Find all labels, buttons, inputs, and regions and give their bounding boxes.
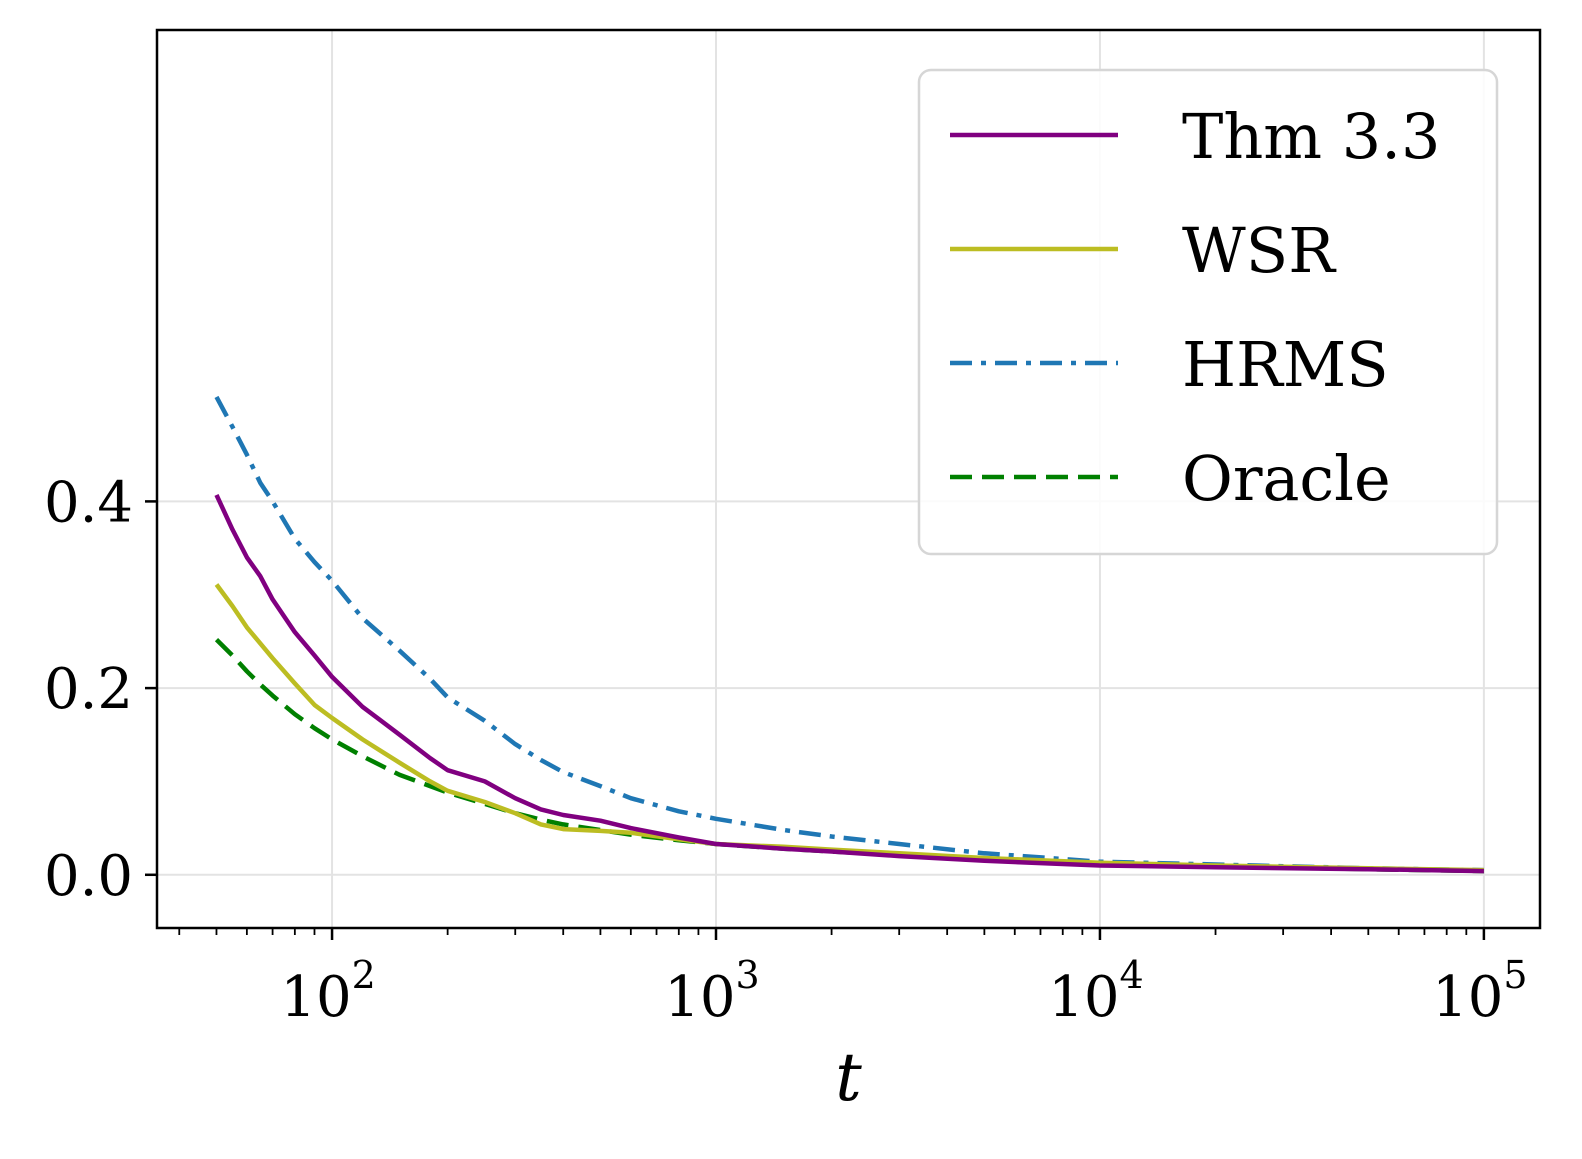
x-tick-label: 103	[664, 953, 759, 1030]
legend-box	[917, 68, 1499, 556]
x-tick-label: 105	[1432, 953, 1527, 1030]
legend-label-thm-3-3: Thm 3.3	[1182, 100, 1440, 173]
tick-labels: 0.0 0.2 0.4 102 103 104 105	[44, 470, 1528, 1030]
series-lines	[214, 395, 1484, 874]
series-line-hrms	[214, 395, 1484, 873]
x-tick-label: 104	[1048, 953, 1143, 1030]
y-tick-label: 0.4	[44, 470, 133, 535]
x-tick-label: 102	[280, 953, 375, 1030]
legend: Thm 3.3 WSR HRMS Oracle	[917, 68, 1499, 556]
legend-label-oracle: Oracle	[1182, 442, 1391, 515]
x-axis-label: t	[835, 1039, 862, 1116]
axis-ticks	[145, 500, 1486, 940]
series-line-thm-3-3	[214, 493, 1484, 874]
series-line-wsr	[214, 583, 1484, 873]
legend-label-wsr: WSR	[1182, 214, 1337, 287]
legend-label-hrms: HRMS	[1182, 328, 1389, 401]
y-tick-label: 0.2	[44, 657, 133, 722]
y-tick-label: 0.0	[44, 844, 133, 909]
plot-frame	[155, 28, 1542, 930]
